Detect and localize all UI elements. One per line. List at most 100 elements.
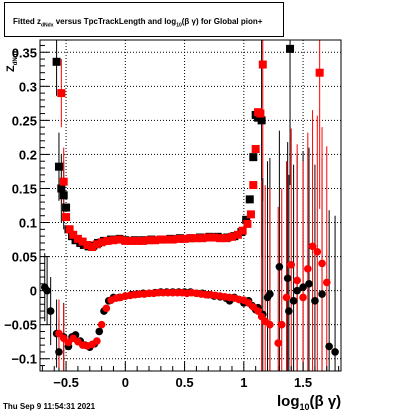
data-point-square	[216, 234, 225, 243]
y-tick-label: 0.2	[19, 147, 37, 162]
data-point-circle	[95, 327, 104, 336]
data-point-circle	[275, 262, 284, 271]
data-point-circle	[304, 265, 312, 273]
data-point-square	[133, 236, 142, 245]
data-point-square	[238, 226, 247, 235]
data-point-circle	[97, 320, 106, 329]
datestamp: Thu Sep 9 11:54:31 2021	[3, 402, 96, 411]
data-point-circle	[282, 293, 291, 302]
data-point-circle	[55, 329, 63, 338]
y-axis-label: ZdNdx	[5, 50, 20, 72]
data-point-square	[249, 153, 258, 162]
data-point-circle	[299, 293, 307, 302]
data-point-square	[115, 235, 124, 244]
data-point-square	[243, 219, 252, 228]
data-point-circle	[287, 260, 296, 269]
y-tick-label: 0.25	[12, 113, 37, 128]
data-point-square	[257, 116, 266, 125]
data-point-circle	[313, 248, 322, 256]
data-point-square	[242, 215, 251, 224]
data-point-square	[162, 235, 171, 244]
data-point-square	[233, 230, 242, 239]
data-point-circle	[277, 320, 286, 329]
x-tick-label: 1	[240, 375, 247, 390]
data-point-square	[246, 210, 255, 219]
data-point-circle	[102, 304, 111, 313]
data-point-circle	[331, 348, 339, 356]
data-point-square	[62, 213, 71, 222]
x-tick-label: 0.5	[176, 375, 194, 390]
data-point-square	[186, 234, 195, 243]
data-point-square	[92, 240, 101, 249]
data-point-square	[57, 184, 66, 193]
data-point-square	[286, 44, 295, 53]
data-point-square	[145, 236, 154, 245]
data-point-square	[97, 238, 106, 247]
data-point-square	[315, 68, 324, 77]
data-point-square	[78, 237, 87, 246]
data-point-circle	[55, 348, 63, 356]
data-markers	[40, 44, 339, 356]
data-point-square	[88, 243, 97, 252]
plot-frame	[39, 39, 342, 372]
data-point-circle	[293, 286, 301, 295]
data-point-square	[83, 241, 92, 250]
data-point-square	[103, 236, 112, 245]
data-point-circle	[266, 290, 274, 298]
data-point-circle	[93, 337, 101, 345]
data-point-circle	[274, 339, 282, 347]
data-point-circle	[293, 276, 301, 285]
data-point-square	[59, 177, 68, 186]
data-point-square	[54, 162, 63, 171]
data-point-circle	[266, 320, 274, 329]
data-point-square	[192, 234, 201, 243]
y-tick-label: 0.15	[12, 181, 37, 196]
tick-labels: −0.5 0 0.5 1 1.5 −0.1 −0.05 0 0.05 0.1 0.15 0.2 0.25…	[4, 45, 312, 390]
data-point-square	[204, 233, 213, 242]
x-axis-label: log10(β γ)	[277, 393, 342, 412]
data-point-square	[245, 195, 254, 204]
data-point-square	[150, 236, 159, 245]
y-tick-label: −0.05	[4, 318, 37, 333]
x-tick-label: −0.5	[53, 375, 79, 390]
data-point-circle	[305, 280, 313, 288]
data-point-square	[174, 234, 183, 243]
data-point-square	[180, 234, 189, 243]
data-point-square	[256, 109, 265, 118]
data-point-circle	[318, 259, 326, 268]
data-point-square	[139, 236, 148, 245]
y-tick-label: 0.3	[19, 79, 37, 94]
data-point-circle	[308, 242, 317, 251]
data-point-square	[62, 203, 71, 212]
data-point-square	[227, 232, 236, 241]
axis-ticks	[40, 44, 340, 371]
data-point-square	[121, 236, 130, 245]
data-point-square	[210, 233, 219, 242]
y-tick-label: 0.35	[12, 45, 37, 60]
grid-lines	[40, 40, 341, 371]
y-tick-label: −0.1	[11, 352, 37, 367]
data-point-square	[127, 236, 136, 245]
error-bars	[44, 40, 336, 371]
data-point-square	[65, 225, 74, 234]
data-point-circle	[283, 274, 292, 283]
chart-title: Fitted zdNdx versus TpcTrackLength and l…	[13, 17, 263, 29]
x-tick-label: 0	[122, 375, 129, 390]
data-point-square	[73, 234, 82, 243]
data-point-square	[52, 57, 61, 66]
title-box: Fitted zdNdx versus TpcTrackLength and l…	[4, 2, 284, 37]
data-point-circle	[299, 283, 307, 292]
data-point-square	[258, 60, 267, 69]
data-point-circle	[285, 307, 293, 315]
data-point-circle	[311, 297, 319, 305]
data-point-square	[251, 144, 260, 153]
data-point-square	[109, 236, 118, 245]
data-point-square	[168, 235, 177, 244]
data-point-square	[156, 235, 165, 244]
data-point-circle	[46, 307, 55, 315]
data-point-circle	[254, 307, 262, 315]
data-point-square	[222, 234, 231, 243]
data-point-circle	[325, 342, 333, 351]
data-point-square	[249, 181, 258, 190]
